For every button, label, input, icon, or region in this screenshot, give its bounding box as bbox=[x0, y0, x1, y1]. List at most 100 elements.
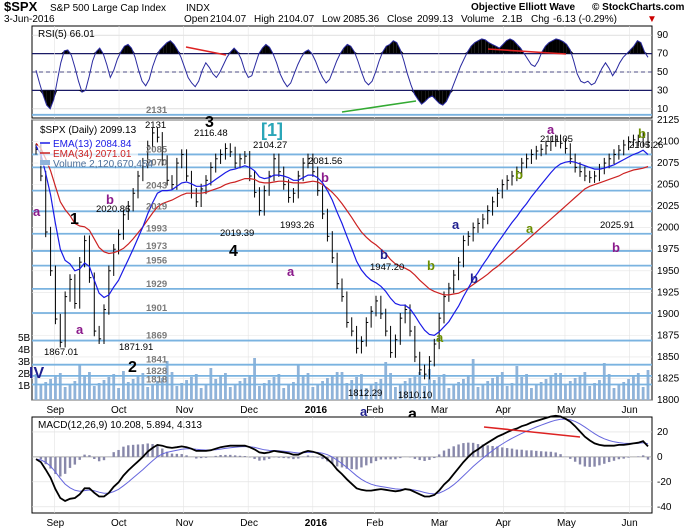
macd-hist-bar-85 bbox=[447, 448, 451, 457]
chart-date: 3-Jun-2016 bbox=[4, 14, 55, 25]
legend-ema13: EMA(13) 2084.84 bbox=[53, 139, 132, 150]
volume-bar-105 bbox=[544, 379, 548, 400]
rsi-oversold-fill-112 bbox=[432, 90, 436, 100]
x-axis-labels-macd: Sep Oct Nov Dec 2016 Feb Mar Apr May Jun bbox=[46, 518, 637, 529]
volume-bar-32 bbox=[190, 377, 193, 400]
volume-bar-96 bbox=[500, 372, 504, 400]
macd-panel: -40 -20 0 20 MACD(12,26,9) 10.208, 5.894, 4… bbox=[31, 414, 672, 514]
rsi-overbought-fill-146 bbox=[552, 38, 557, 54]
rsi-tick-1: 30 bbox=[657, 85, 669, 96]
volume-bar-73 bbox=[389, 373, 392, 400]
volume-bar-10 bbox=[83, 375, 86, 400]
macd-hist-bar-63 bbox=[340, 456, 344, 468]
macd-hist-bar-78 bbox=[413, 456, 417, 459]
volume-bar-53 bbox=[292, 382, 295, 400]
volume-bar-18 bbox=[122, 371, 125, 400]
volume-bar-118 bbox=[607, 374, 611, 400]
volume-bar-109 bbox=[564, 384, 567, 400]
macd-hist-bar-39 bbox=[224, 454, 227, 457]
volume-bar-95 bbox=[496, 375, 499, 400]
macd-histogram bbox=[39, 442, 650, 477]
legend-volume-swatch bbox=[40, 160, 50, 165]
x-label-bottom-Oct: Oct bbox=[111, 518, 127, 529]
volume-bar-90 bbox=[471, 359, 475, 400]
volume-bar-113 bbox=[583, 372, 587, 400]
volume-bar-103 bbox=[534, 385, 538, 400]
macd-hist-bar-91 bbox=[476, 444, 480, 457]
volume-bar-20 bbox=[131, 379, 135, 400]
price-label-2104.27: 2104.27 bbox=[253, 140, 287, 151]
ohlc-low-label: Low bbox=[322, 14, 341, 25]
macd-hist-bar-122 bbox=[627, 456, 630, 458]
macd-hist-bar-101 bbox=[525, 450, 528, 457]
fib-label-1818: 1818 bbox=[146, 374, 167, 385]
fib-label-2131: 2131 bbox=[146, 105, 168, 116]
volume-bar-102 bbox=[530, 388, 533, 400]
x-label-bottom-Sep: Sep bbox=[46, 518, 64, 529]
macd-hist-bar-112 bbox=[578, 456, 582, 465]
volume-bar-123 bbox=[632, 376, 635, 400]
volume-bar-55 bbox=[301, 376, 305, 400]
macd-hist-bar-24 bbox=[151, 444, 154, 457]
volume-bar-72 bbox=[384, 362, 388, 400]
wave-label-9: b bbox=[321, 170, 329, 185]
wave-label-0: 1 bbox=[70, 211, 79, 228]
macd-hist-bar-80 bbox=[423, 456, 426, 461]
macd-hist-bar-38 bbox=[219, 455, 222, 457]
volume-bar-16 bbox=[112, 374, 116, 400]
x-label-top-2016: 2016 bbox=[305, 405, 328, 416]
volume-bars bbox=[34, 358, 650, 400]
rsi-overbought-fill-87 bbox=[343, 44, 348, 54]
macd-hist-bar-74 bbox=[394, 456, 397, 460]
volume-bar-100 bbox=[520, 377, 524, 400]
volume-bar-106 bbox=[549, 376, 553, 400]
macd-hist-bar-120 bbox=[617, 456, 621, 460]
fib-lines bbox=[32, 113, 652, 386]
wave-label-20: a bbox=[436, 330, 444, 345]
macd-signal-line bbox=[35, 418, 649, 495]
macd-hist-bar-18 bbox=[122, 446, 125, 457]
ema13-line bbox=[35, 145, 649, 337]
price-legend: $SPX (Daily) 2099.13 EMA(13) 2084.84 EMA… bbox=[38, 124, 154, 170]
macd-hist-bar-50 bbox=[277, 456, 281, 458]
volume-tick-1: 2B bbox=[18, 369, 31, 380]
macd-hist-bar-42 bbox=[238, 455, 242, 457]
rsi-overbought-fill-125 bbox=[478, 38, 482, 54]
rsi-ticks: 10 30 50 70 90 bbox=[657, 30, 669, 115]
volume-bar-65 bbox=[350, 380, 354, 400]
macd-hist-bar-20 bbox=[131, 444, 135, 457]
volume-bar-122 bbox=[627, 379, 630, 400]
macd-hist-bar-37 bbox=[214, 455, 217, 457]
macd-hist-bar-11 bbox=[88, 455, 91, 457]
volume-bar-30 bbox=[180, 383, 184, 400]
macd-hist-bar-65 bbox=[350, 456, 353, 470]
macd-hist-bar-64 bbox=[345, 456, 349, 469]
macd-hist-bar-47 bbox=[263, 456, 266, 461]
x-label-top-Oct: Oct bbox=[111, 405, 127, 416]
volume-bar-42 bbox=[238, 381, 242, 400]
fib-label-1841: 1841 bbox=[146, 355, 168, 366]
rsi-oversold-fill-114 bbox=[439, 90, 443, 106]
macd-hist-bar-14 bbox=[102, 456, 106, 461]
legend-volume: Volume 2,120,670,464 bbox=[53, 159, 154, 170]
price-label-1810.10: 1810.10 bbox=[398, 390, 432, 401]
macd-hist-bar-103 bbox=[535, 450, 538, 457]
rsi-overbought-fill-169 bbox=[633, 40, 638, 54]
price-tick-1: 1825 bbox=[657, 373, 680, 384]
x-label-top-Jun: Jun bbox=[622, 405, 638, 416]
macd-hist-bar-9 bbox=[78, 456, 81, 460]
price-tick-10: 2050 bbox=[657, 180, 680, 191]
credit-left: Objective Elliott Wave bbox=[471, 2, 576, 13]
rsi-overbought-fill-99 bbox=[386, 44, 390, 54]
macd-hist-bar-100 bbox=[520, 449, 523, 457]
fib-label-1956: 1956 bbox=[146, 256, 167, 267]
volume-bar-11 bbox=[88, 372, 91, 400]
volume-bar-59 bbox=[321, 381, 324, 400]
wave-label-10: a bbox=[287, 264, 295, 279]
wave-label-16: a bbox=[547, 122, 555, 137]
exchange-name: INDX bbox=[186, 3, 210, 14]
credit-right: © StockCharts.com bbox=[592, 2, 685, 13]
macd-hist-bar-2 bbox=[44, 456, 47, 465]
macd-hist-bar-62 bbox=[335, 456, 339, 467]
macd-hist-bar-106 bbox=[549, 451, 553, 457]
